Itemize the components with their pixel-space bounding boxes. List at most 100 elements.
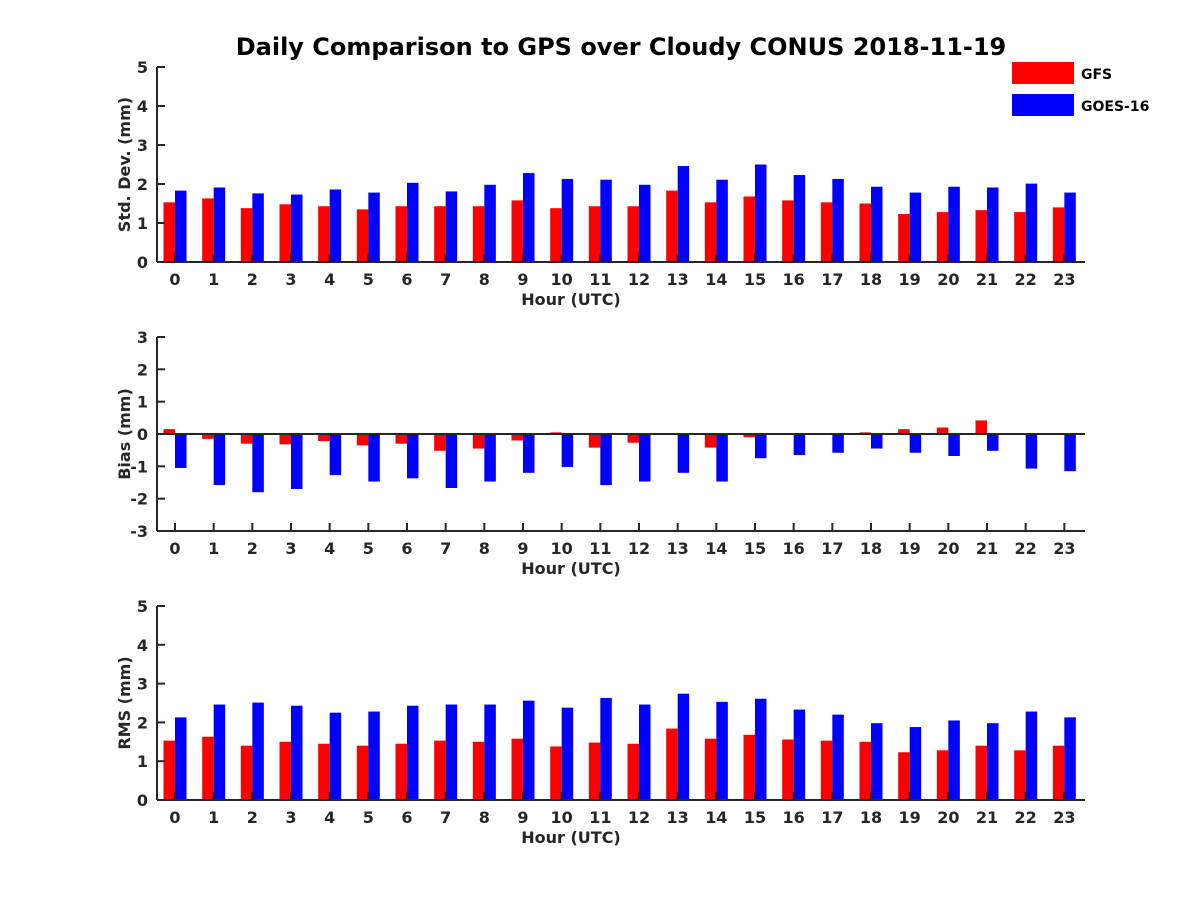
x-tick-label-rms: 6 <box>401 808 412 827</box>
x-tick-label-rms: 22 <box>1015 808 1037 827</box>
bar-std-dev-gfs-hour-7 <box>434 206 446 262</box>
bar-rms-goes16-hour-3 <box>291 705 303 800</box>
bar-std-dev-goes16-hour-6 <box>407 182 419 262</box>
bar-rms-gfs-hour-9 <box>511 738 523 800</box>
legend-swatch-goes16 <box>1012 94 1074 116</box>
x-tick-label-std-dev: 8 <box>479 270 490 289</box>
bar-std-dev-goes16-hour-9 <box>523 173 535 262</box>
x-tick-label-rms: 11 <box>589 808 611 827</box>
y-tick-label-rms: 4 <box>137 636 148 655</box>
y-tick-label-rms: 3 <box>137 675 148 694</box>
bar-rms-gfs-hour-6 <box>395 743 407 800</box>
x-tick-label-bias: 7 <box>440 539 451 558</box>
x-tick-label-rms: 13 <box>667 808 689 827</box>
x-tick-label-std-dev: 14 <box>705 270 727 289</box>
bar-rms-gfs-hour-19 <box>898 752 910 800</box>
bar-std-dev-gfs-hour-6 <box>395 206 407 262</box>
y-tick-label-bias: -2 <box>130 490 148 509</box>
bar-bias-goes16-hour-18 <box>871 434 883 449</box>
x-tick-label-std-dev: 7 <box>440 270 451 289</box>
bar-std-dev-goes16-hour-3 <box>291 194 303 262</box>
bar-std-dev-gfs-hour-21 <box>975 210 987 262</box>
x-tick-label-rms: 23 <box>1053 808 1075 827</box>
bar-bias-gfs-hour-6 <box>395 434 407 444</box>
bar-rms-goes16-hour-8 <box>484 704 496 800</box>
x-tick-label-std-dev: 16 <box>783 270 805 289</box>
bar-bias-gfs-hour-11 <box>588 434 601 448</box>
x-tick-label-bias: 14 <box>705 539 727 558</box>
x-tick-label-bias: 16 <box>783 539 805 558</box>
y-axis-label-bias: Bias (mm) <box>115 388 134 480</box>
bar-rms-gfs-hour-2 <box>240 745 253 800</box>
bar-bias-goes16-hour-5 <box>368 434 380 482</box>
bar-std-dev-gfs-hour-4 <box>318 206 330 262</box>
x-tick-label-rms: 21 <box>976 808 998 827</box>
bar-rms-gfs-hour-8 <box>472 741 485 800</box>
bar-bias-gfs-hour-7 <box>434 434 446 451</box>
bar-rms-goes16-hour-7 <box>445 704 458 800</box>
x-tick-label-bias: 21 <box>976 539 998 558</box>
x-tick-label-bias: 6 <box>401 539 412 558</box>
bar-rms-goes16-hour-12 <box>639 704 651 800</box>
bar-std-dev-gfs-hour-8 <box>472 206 485 262</box>
x-tick-label-bias: 5 <box>363 539 374 558</box>
x-tick-label-bias: 22 <box>1015 539 1037 558</box>
x-tick-label-bias: 11 <box>589 539 611 558</box>
x-tick-label-std-dev: 15 <box>744 270 766 289</box>
x-tick-label-std-dev: 19 <box>899 270 921 289</box>
bar-bias-gfs-hour-9 <box>511 434 523 441</box>
bar-rms-goes16-hour-6 <box>407 705 419 800</box>
bar-rms-goes16-hour-10 <box>561 707 574 800</box>
bar-std-dev-goes16-hour-4 <box>329 189 342 262</box>
x-tick-label-bias: 15 <box>744 539 766 558</box>
bar-bias-goes16-hour-4 <box>329 434 342 476</box>
bar-rms-goes16-hour-5 <box>368 711 380 800</box>
x-tick-label-rms: 9 <box>517 808 528 827</box>
legend-swatch-gfs <box>1012 62 1074 84</box>
bar-bias-gfs-hour-20 <box>936 427 949 434</box>
bar-rms-gfs-hour-4 <box>318 743 330 800</box>
bar-rms-goes16-hour-22 <box>1025 711 1038 800</box>
x-tick-label-bias: 20 <box>937 539 959 558</box>
bar-std-dev-gfs-hour-17 <box>820 202 833 262</box>
x-tick-label-rms: 4 <box>324 808 335 827</box>
x-tick-label-std-dev: 9 <box>517 270 528 289</box>
bar-bias-goes16-hour-11 <box>600 434 612 486</box>
bar-std-dev-goes16-hour-0 <box>175 190 187 262</box>
y-axis-label-rms: RMS (mm) <box>115 656 134 749</box>
bar-std-dev-gfs-hour-20 <box>936 212 949 262</box>
bar-bias-goes16-hour-23 <box>1064 434 1076 472</box>
bar-std-dev-goes16-hour-19 <box>909 192 922 262</box>
y-tick-label-std-dev: 3 <box>137 136 148 155</box>
bar-bias-goes16-hour-21 <box>987 434 999 451</box>
bar-bias-goes16-hour-10 <box>561 434 574 467</box>
legend: GFS GOES-16 <box>1012 62 1149 116</box>
x-tick-label-bias: 17 <box>821 539 843 558</box>
y-tick-label-std-dev: 1 <box>137 214 148 233</box>
bar-rms-gfs-hour-17 <box>820 740 833 800</box>
bar-std-dev-goes16-hour-13 <box>677 166 690 262</box>
bar-bias-gfs-hour-2 <box>240 434 253 444</box>
bar-bias-gfs-hour-8 <box>472 434 485 449</box>
y-tick-label-rms: 5 <box>137 597 148 616</box>
bar-std-dev-gfs-hour-2 <box>240 208 253 262</box>
bar-rms-gfs-hour-11 <box>588 742 601 800</box>
bar-std-dev-goes16-hour-20 <box>948 186 960 262</box>
bar-bias-goes16-hour-16 <box>793 434 806 456</box>
bar-rms-goes16-hour-16 <box>793 709 806 800</box>
y-tick-label-rms: 0 <box>137 791 148 810</box>
bar-rms-gfs-hour-0 <box>163 740 175 800</box>
y-tick-label-std-dev: 2 <box>137 175 148 194</box>
x-tick-label-std-dev: 6 <box>401 270 412 289</box>
x-tick-label-std-dev: 12 <box>628 270 650 289</box>
bar-std-dev-gfs-hour-22 <box>1014 212 1026 262</box>
bar-bias-goes16-hour-15 <box>755 434 767 459</box>
bar-std-dev-goes16-hour-21 <box>987 187 999 262</box>
bar-bias-goes16-hour-0 <box>175 434 187 468</box>
x-tick-label-bias: 9 <box>517 539 528 558</box>
x-tick-label-std-dev: 18 <box>860 270 882 289</box>
